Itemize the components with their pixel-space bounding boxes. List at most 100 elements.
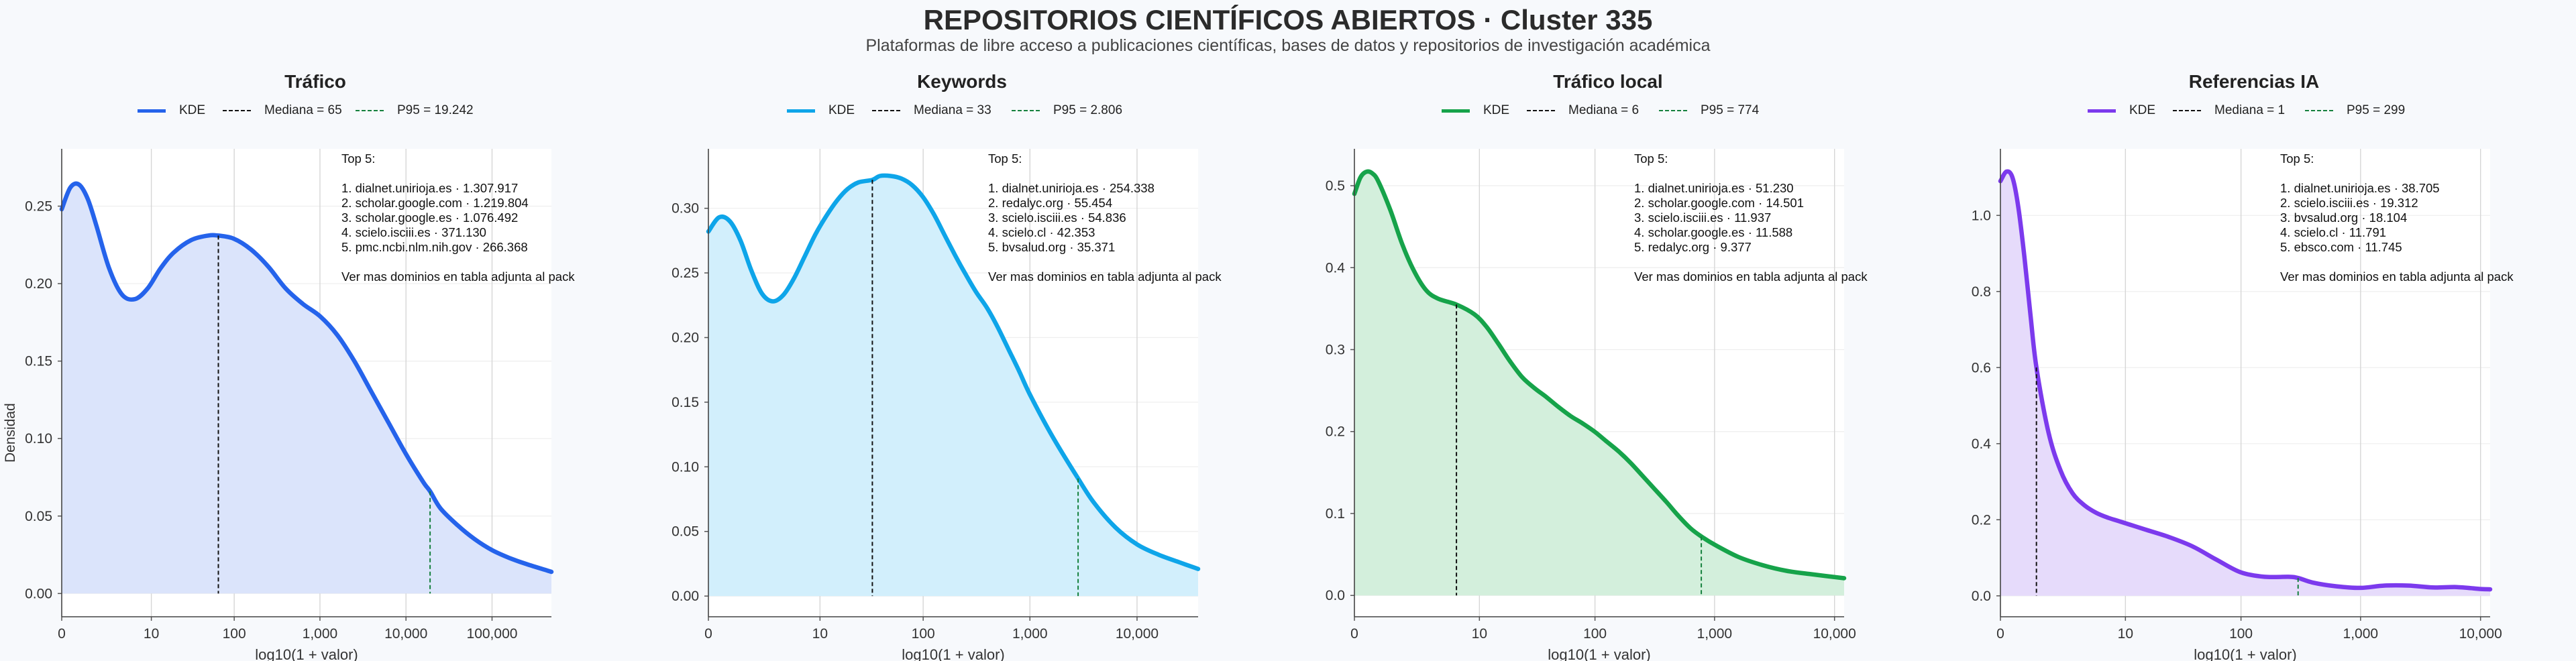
top5-title: Top 5: xyxy=(2280,152,2314,166)
kde-line xyxy=(706,173,1201,571)
top5-item: 2. scholar.google.com · 14.501 xyxy=(1634,196,1804,210)
legend-p95-swatch xyxy=(1012,110,1040,111)
x-tick-label: 0 xyxy=(1996,626,2004,642)
legend-p95-swatch xyxy=(2305,110,2333,111)
top5-note: Ver mas dominios en tabla adjunta al pac… xyxy=(341,269,575,284)
y-tick-label: 0.10 xyxy=(672,459,699,475)
x-tick-label: 0 xyxy=(1350,626,1358,642)
top5-title: Top 5: xyxy=(1634,152,1668,166)
y-tick-label: 0.5 xyxy=(1326,178,1345,194)
top5-item: 3. scholar.google.es · 1.076.492 xyxy=(341,211,518,225)
x-tick-label: 1,000 xyxy=(2343,626,2379,642)
top5-item: 1. dialnet.unirioja.es · 254.338 xyxy=(988,181,1155,195)
kde-line xyxy=(1352,169,1847,581)
top5-item: 5. bvsalud.org · 35.371 xyxy=(988,240,1115,254)
x-axis-label: log10(1 + valor) xyxy=(2194,646,2296,661)
top5-item: 5. pmc.ncbi.nlm.nih.gov · 266.368 xyxy=(341,240,528,254)
panel-trafico-local: Tráfico local KDE Mediana = 6 P95 = 774 … xyxy=(1293,67,1923,661)
page-title: REPOSITORIOS CIENTÍFICOS ABIERTOS · Clus… xyxy=(923,4,1653,36)
legend-kde: KDE xyxy=(787,101,855,121)
y-tick-label: 0.30 xyxy=(672,201,699,217)
x-tick-label: 100,000 xyxy=(467,626,518,642)
x-tick-label: 0 xyxy=(58,626,66,642)
y-tick-label: 0.20 xyxy=(672,330,699,346)
legend-p95: P95 = 299 xyxy=(2305,101,2405,121)
top5-item: 1. dialnet.unirioja.es · 1.307.917 xyxy=(341,181,518,195)
panel-title: Tráfico xyxy=(284,71,346,92)
x-tick-label: 1,000 xyxy=(303,626,338,642)
y-tick-label: 0.0 xyxy=(1326,588,1345,603)
legend: KDE Mediana = 33 P95 = 2.806 xyxy=(647,101,1277,121)
y-tick-label: 0.05 xyxy=(25,509,52,524)
top5-title: Top 5: xyxy=(341,152,375,166)
legend-kde-swatch xyxy=(1442,109,1470,113)
panel-trafico: Tráfico KDE Mediana = 65 P95 = 19.242 De… xyxy=(0,67,631,661)
top5-item: 1. dialnet.unirioja.es · 38.705 xyxy=(2280,181,2440,195)
legend-p95: P95 = 19.242 xyxy=(356,101,474,121)
x-axis-label: log10(1 + valor) xyxy=(255,646,358,661)
x-tick-label: 100 xyxy=(2229,626,2253,642)
y-tick-label: 0.8 xyxy=(1972,284,1991,300)
x-tick-label: 10,000 xyxy=(1813,626,1856,642)
legend-kde-swatch xyxy=(787,109,815,113)
page-subtitle: Plataformas de libre acceso a publicacio… xyxy=(865,36,1711,55)
y-tick-label: 0.2 xyxy=(1972,512,1991,528)
y-tick-label: 0.00 xyxy=(25,586,52,601)
top5-title: Top 5: xyxy=(988,152,1022,166)
top5-item: 3. scielo.isciii.es · 54.836 xyxy=(988,211,1126,225)
y-tick-label: 0.05 xyxy=(672,524,699,540)
x-tick-label: 10,000 xyxy=(384,626,427,642)
chart-svg: 0.0 0.2 0.4 0.6 0.8 1.0 0 10 100 1,000 10,000 log10… xyxy=(1972,149,2514,661)
panel-title: Tráfico local xyxy=(1553,71,1663,92)
y-tick-label: 0.00 xyxy=(672,589,699,604)
legend: KDE Mediana = 1 P95 = 299 xyxy=(1939,101,2569,121)
kde-area xyxy=(2000,171,2490,596)
top5-item: 2. scholar.google.com · 1.219.804 xyxy=(341,196,529,210)
legend-median: Mediana = 33 xyxy=(872,101,991,121)
legend-median-swatch xyxy=(2173,110,2201,111)
x-tick-label: 10,000 xyxy=(2459,626,2502,642)
y-tick-label: 0.20 xyxy=(25,276,52,292)
top5-item: 4. scielo.isciii.es · 371.130 xyxy=(341,225,486,239)
x-axis-label: log10(1 + valor) xyxy=(1548,646,1650,661)
chart-svg: 0.00 0.05 0.10 0.15 0.20 0.25 0.30 0 10 100 1,000 1… xyxy=(672,149,1222,661)
legend-median-swatch xyxy=(872,110,900,111)
legend-median: Mediana = 6 xyxy=(1527,101,1639,121)
panel-keywords: Keywords KDE Mediana = 33 P95 = 2.806 0.… xyxy=(647,67,1277,661)
x-tick-label: 100 xyxy=(1583,626,1607,642)
y-tick-label: 0.0 xyxy=(1972,589,1991,604)
top5-note: Ver mas dominios en tabla adjunta al pac… xyxy=(1634,269,1868,284)
chart-svg: 0.0 0.1 0.2 0.3 0.4 0.5 0 10 100 1,000 10,000 log10… xyxy=(1326,149,1868,661)
y-tick-label: 0.4 xyxy=(1326,260,1346,276)
chart-svg: 0.00 0.05 0.10 0.15 0.20 0.25 0 10 100 1,000 10,00… xyxy=(25,149,575,661)
y-tick-label: 0.25 xyxy=(672,265,699,281)
x-tick-label: 10,000 xyxy=(1116,626,1159,642)
legend-p95-swatch xyxy=(356,110,384,111)
kde-line xyxy=(1998,169,2493,592)
x-tick-label: 10 xyxy=(812,626,828,642)
legend-kde-swatch xyxy=(2088,109,2116,113)
top5-item: 2. redalyc.org · 55.454 xyxy=(988,196,1112,210)
y-tick-label: 0.4 xyxy=(1972,436,1992,452)
legend-median-swatch xyxy=(223,110,251,111)
kde-line xyxy=(59,181,554,575)
x-tick-label: 1,000 xyxy=(1697,626,1733,642)
y-tick-label: 0.3 xyxy=(1326,342,1345,357)
y-tick-label: 0.1 xyxy=(1326,506,1345,522)
top5-item: 3. scielo.isciii.es · 11.937 xyxy=(1634,211,1771,225)
legend-p95-swatch xyxy=(1659,110,1687,111)
x-tick-label: 10 xyxy=(2118,626,2133,642)
top5-note: Ver mas dominios en tabla adjunta al pac… xyxy=(988,269,1222,284)
y-tick-label: 0.15 xyxy=(672,395,699,410)
x-tick-label: 10 xyxy=(1472,626,1487,642)
top5-item: 4. scholar.google.es · 11.588 xyxy=(1634,225,1792,239)
kde-area xyxy=(708,175,1198,597)
legend-median: Mediana = 1 xyxy=(2173,101,2285,121)
top5-item: 2. scielo.isciii.es · 19.312 xyxy=(2280,196,2418,210)
top5-item: 5. ebsco.com · 11.745 xyxy=(2280,240,2402,254)
x-tick-label: 1,000 xyxy=(1012,626,1048,642)
legend-median: Mediana = 65 xyxy=(223,101,342,121)
x-tick-label: 100 xyxy=(223,626,246,642)
legend-median-swatch xyxy=(1527,110,1555,111)
legend: KDE Mediana = 65 P95 = 19.242 xyxy=(0,101,631,121)
